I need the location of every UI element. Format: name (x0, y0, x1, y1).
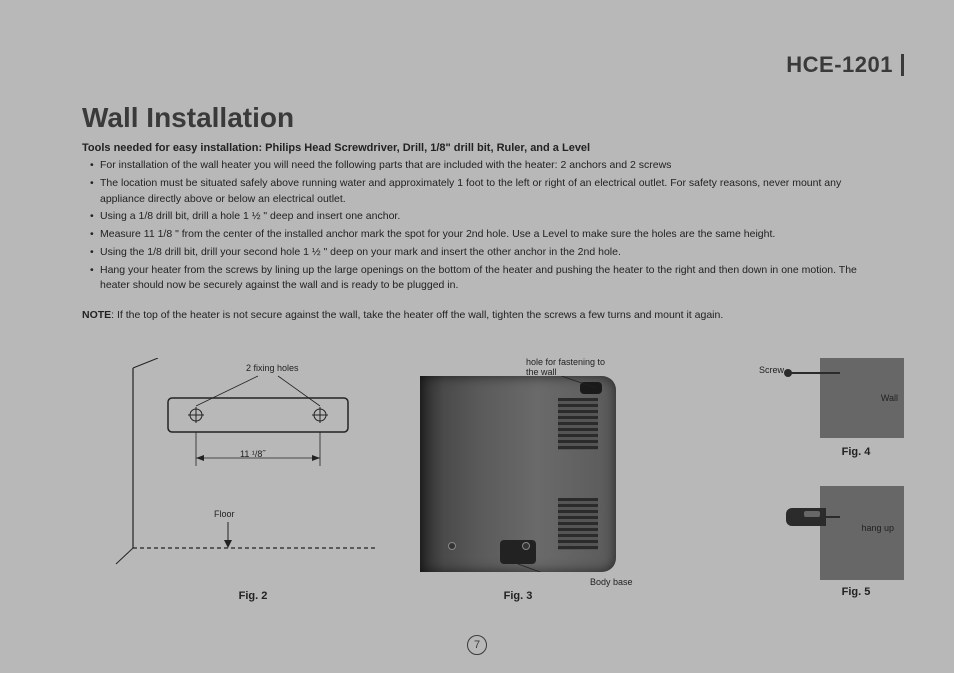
fig2-floor-label: Floor (214, 510, 235, 520)
figure-2: 2 fixing holes 11 ¹/8˝ Floor Fig. 2 (108, 358, 398, 608)
fig2-dimension-label: 11 ¹/8˝ (240, 450, 265, 460)
page-title: Wall Installation (82, 102, 914, 134)
model-number: HCE-1201 (786, 54, 904, 76)
fig3-caption: Fig. 3 (420, 590, 616, 602)
fig4-caption: Fig. 4 (826, 446, 886, 458)
figures-row: 2 fixing holes 11 ¹/8˝ Floor Fig. 2 hole… (40, 358, 914, 628)
fig2-holes-label: 2 fixing holes (246, 364, 299, 374)
fig3-body-label: Body base (590, 578, 633, 588)
instruction-item: Using a 1/8 drill bit, drill a hole 1 ½ … (90, 209, 884, 225)
fig5-caption: Fig. 5 (826, 586, 886, 598)
instruction-item: Hang your heater from the screws by lini… (90, 263, 884, 295)
instruction-list: For installation of the wall heater you … (90, 158, 884, 294)
fig4-screw (790, 372, 840, 374)
fig2-diagram (108, 358, 398, 588)
note-text: : If the top of the heater is not secure… (111, 309, 723, 321)
instruction-item: Using the 1/8 drill bit, drill your seco… (90, 245, 884, 261)
fig5-hang-label: hang up (861, 524, 894, 534)
fig4-wall-label: Wall (881, 394, 898, 404)
instruction-item: The location must be situated safely abo… (90, 176, 884, 208)
tools-needed: Tools needed for easy installation: Phil… (82, 142, 914, 154)
fig3-heater-body (420, 376, 616, 572)
fig3-hole-label: hole for fastening to the wall (526, 358, 616, 378)
page-number: 7 (467, 635, 487, 655)
fig2-caption: Fig. 2 (108, 590, 398, 602)
figure-4-5: Screw Wall Fig. 4 hang up Fig. 5 (704, 358, 904, 618)
fig4-screw-label: Screw (759, 366, 784, 376)
figure-3: hole for fastening to the wall Body base… (420, 358, 650, 608)
instruction-item: Measure 11 1/8 " from the center of the … (90, 227, 884, 243)
note-paragraph: NOTE: If the top of the heater is not se… (82, 308, 884, 323)
manual-page: HCE-1201 Wall Installation Tools needed … (0, 0, 954, 673)
fig5-hanger (786, 508, 826, 526)
instruction-item: For installation of the wall heater you … (90, 158, 884, 174)
note-label: NOTE (82, 309, 111, 321)
